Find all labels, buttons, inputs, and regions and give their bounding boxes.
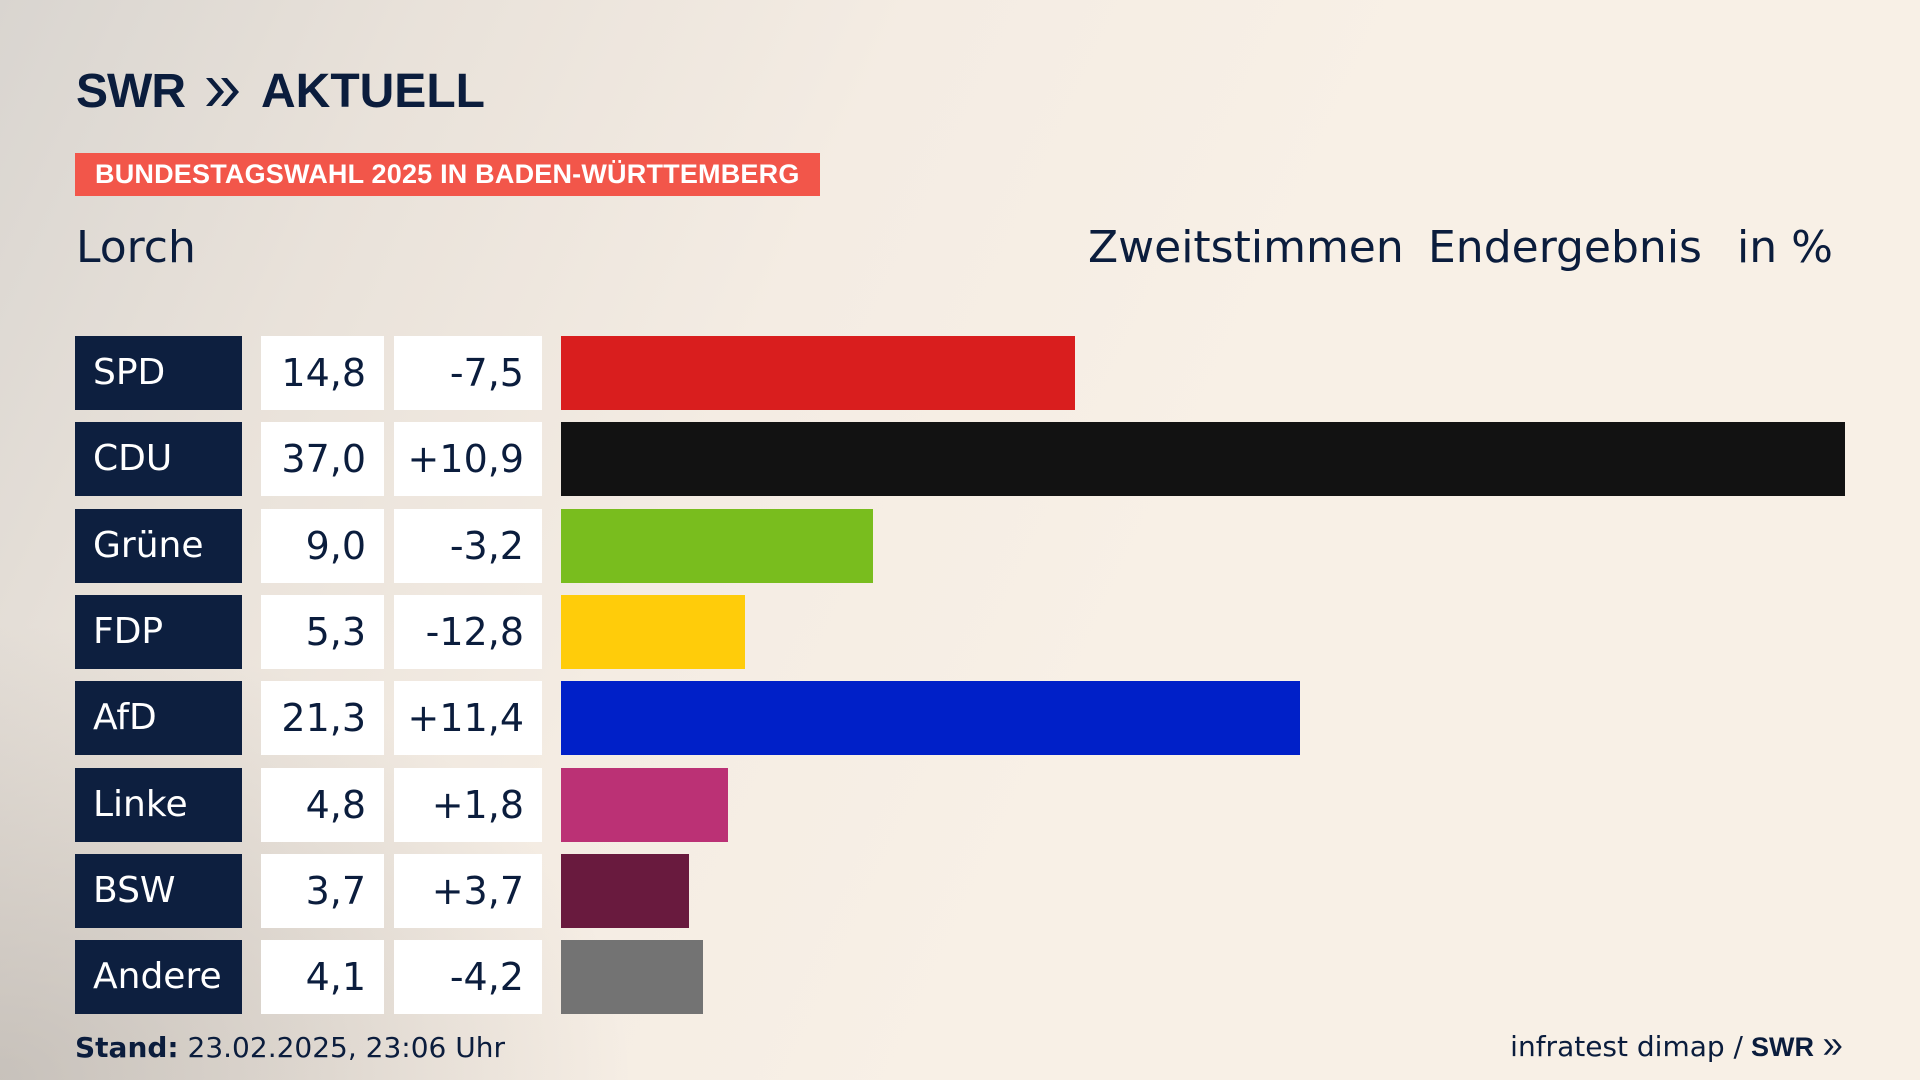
bar-spd: [561, 336, 1075, 410]
value-label: 21,3: [261, 681, 384, 755]
party-label: Linke: [75, 768, 242, 842]
party-label: SPD: [75, 336, 242, 410]
bar-linke: [561, 768, 728, 842]
diff-label: -3,2: [394, 509, 542, 583]
diff-label: +10,9: [394, 422, 542, 496]
stand-label: Stand:: [75, 1031, 179, 1064]
value-label: 4,8: [261, 768, 384, 842]
diff-label: +11,4: [394, 681, 542, 755]
footer-source: infratest dimap / SWR: [1510, 1028, 1844, 1066]
source-brand: SWR: [1751, 1032, 1814, 1062]
party-label: Grüne: [75, 509, 242, 583]
swr-aktuell-logo: SWR AKTUELL: [76, 66, 485, 118]
value-label: 5,3: [261, 595, 384, 669]
party-label: FDP: [75, 595, 242, 669]
party-label: BSW: [75, 854, 242, 928]
header-zweitstimmen: Zweitstimmen: [1088, 222, 1404, 273]
value-label: 9,0: [261, 509, 384, 583]
diff-label: +3,7: [394, 854, 542, 928]
double-chevron-icon: [205, 78, 239, 106]
bar-cdu: [561, 422, 1845, 496]
header-unit: in %: [1737, 222, 1833, 273]
source-text: infratest dimap /: [1510, 1030, 1743, 1063]
party-label: CDU: [75, 422, 242, 496]
footer-timestamp: Stand: 23.02.2025, 23:06 Uhr: [75, 1030, 505, 1066]
small-chevron-icon: [1823, 1039, 1842, 1055]
diff-label: -7,5: [394, 336, 542, 410]
diff-label: -4,2: [394, 940, 542, 1014]
party-label: Andere: [75, 940, 242, 1014]
value-label: 3,7: [261, 854, 384, 928]
header-endergebnis: Endergebnis: [1428, 222, 1702, 273]
bar-afd: [561, 681, 1300, 755]
logo-swr-text: SWR: [76, 65, 186, 118]
diff-label: +1,8: [394, 768, 542, 842]
logo-aktuell-text: AKTUELL: [260, 65, 485, 118]
value-label: 14,8: [261, 336, 384, 410]
bar-andere: [561, 940, 703, 1014]
diff-label: -12,8: [394, 595, 542, 669]
bar-bsw: [561, 854, 689, 928]
value-label: 37,0: [261, 422, 384, 496]
bar-fdp: [561, 595, 745, 669]
stand-value: 23.02.2025, 23:06 Uhr: [187, 1031, 505, 1064]
region-title: Lorch: [76, 222, 196, 273]
election-banner: BUNDESTAGSWAHL 2025 IN BADEN-WÜRTTEMBERG: [75, 153, 820, 196]
party-label: AfD: [75, 681, 242, 755]
value-label: 4,1: [261, 940, 384, 1014]
bar-grne: [561, 509, 873, 583]
